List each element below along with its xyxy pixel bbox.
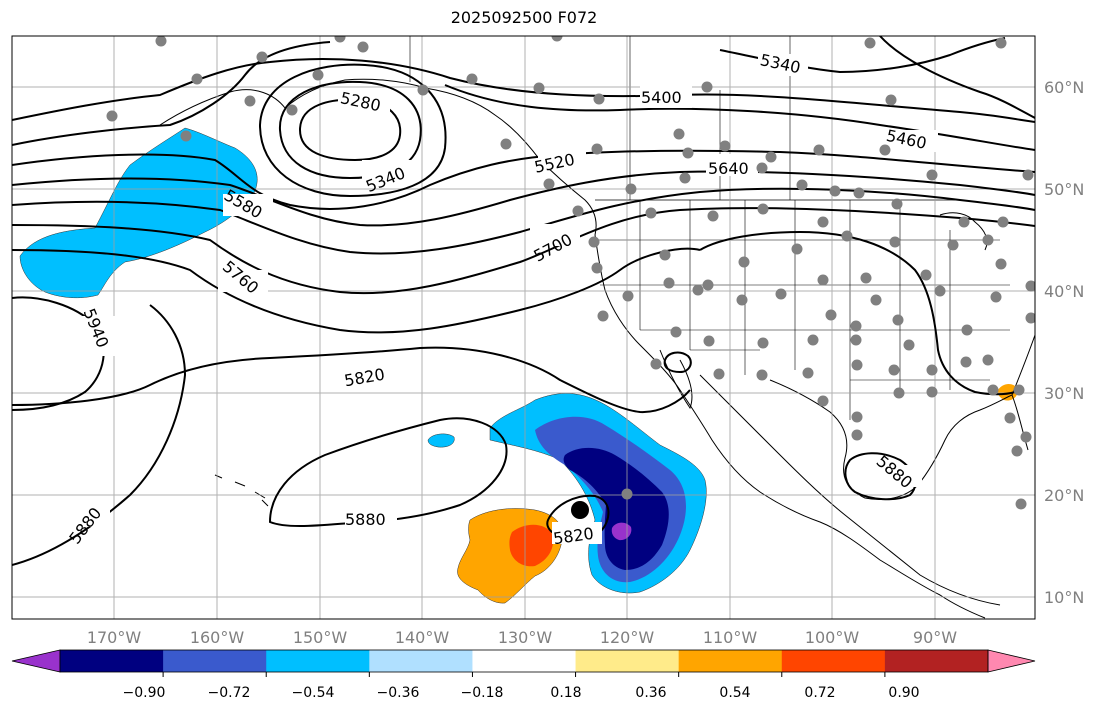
colorbar-bin bbox=[266, 650, 370, 672]
lat-tick-50n: 50°N bbox=[1044, 180, 1084, 199]
cyclone-center-marker bbox=[571, 501, 589, 519]
lat-tick-20n: 20°N bbox=[1044, 486, 1084, 505]
contour-5640 bbox=[12, 187, 1035, 255]
contour-label-5880-mid: 5880 bbox=[345, 510, 386, 529]
contour-label-group: 5280 5340 5340 5400 5460 5520 5580 5640 … bbox=[60, 50, 938, 548]
colorbar-segments bbox=[11, 649, 1036, 677]
colorbar-extend-high bbox=[987, 649, 1036, 673]
contour-5520 bbox=[12, 149, 1035, 210]
lat-tick-60n: 60°N bbox=[1044, 78, 1084, 97]
lat-tick-40n: 40°N bbox=[1044, 282, 1084, 301]
map-title: 2025092500 F072 bbox=[450, 8, 598, 27]
colorbar-bin bbox=[60, 650, 164, 672]
lon-tick-120w: 120°W bbox=[600, 628, 655, 647]
colorbar-bin bbox=[472, 650, 577, 672]
lon-tick-110w: 110°W bbox=[703, 628, 758, 647]
lon-tick-160w: 160°W bbox=[190, 628, 245, 647]
lon-tick-90w: 90°W bbox=[913, 628, 957, 647]
contour-5280-low bbox=[298, 98, 402, 162]
lat-tick-30n: 30°N bbox=[1044, 384, 1084, 403]
colorbar-label-054: 0.54 bbox=[719, 685, 750, 701]
lon-tick-170w: 170°W bbox=[87, 628, 142, 647]
colorbar-bin bbox=[163, 650, 267, 672]
colorbar-bin bbox=[369, 650, 473, 672]
contour-low-ring-2 bbox=[278, 80, 422, 180]
lon-tick-130w: 130°W bbox=[498, 628, 553, 647]
contour-low-ring-3 bbox=[258, 63, 447, 198]
colorbar-bin bbox=[884, 650, 989, 672]
contour-label-5640: 5640 bbox=[708, 159, 749, 178]
colorbar-label-neg090: −0.90 bbox=[123, 685, 166, 701]
contour-5580 bbox=[12, 170, 1035, 227]
colorbar-label-018: 0.18 bbox=[550, 685, 581, 701]
colorbar-label-072: 0.72 bbox=[804, 685, 835, 701]
lon-tick-100w: 100°W bbox=[805, 628, 860, 647]
contour-5880-west bbox=[12, 304, 187, 566]
anomaly-shading bbox=[19, 127, 1018, 604]
lon-tick-150w: 150°W bbox=[293, 628, 348, 647]
contour-5460 bbox=[12, 41, 1035, 151]
colorbar-label-neg072: −0.72 bbox=[208, 685, 251, 701]
negative-anomaly-core-purple bbox=[611, 522, 632, 541]
colorbar-label-neg018: −0.18 bbox=[461, 685, 504, 701]
lat-tick-10n: 10°N bbox=[1044, 588, 1084, 607]
contour-small-loop bbox=[663, 351, 692, 374]
station-dots bbox=[106, 36, 1035, 510]
colorbar-extend-low bbox=[11, 649, 61, 673]
colorbar: −0.90 −0.72 −0.54 −0.36 −0.18 0.18 0.36 … bbox=[11, 649, 1036, 701]
contour-5820-east bbox=[699, 230, 1016, 396]
contour-5700 bbox=[12, 207, 1035, 295]
positive-anomaly-core bbox=[509, 524, 554, 567]
contour-5400 bbox=[12, 57, 1035, 123]
colorbar-ticks: −0.90 −0.72 −0.54 −0.36 −0.18 0.18 0.36 … bbox=[123, 685, 920, 701]
colorbar-label-036: 0.36 bbox=[635, 685, 666, 701]
latitude-axis: 60°N 50°N 40°N 30°N 20°N 10°N bbox=[1044, 78, 1084, 607]
map-frame bbox=[11, 35, 1036, 620]
lon-tick-140w: 140°W bbox=[395, 628, 450, 647]
colorbar-bin bbox=[575, 650, 680, 672]
contour-5820 bbox=[12, 346, 691, 414]
colorbar-frame bbox=[59, 649, 989, 673]
longitude-axis: 170°W 160°W 150°W 140°W 130°W 120°W 110°… bbox=[87, 628, 957, 647]
negative-anomaly-region-hawaii bbox=[427, 433, 455, 448]
colorbar-bin bbox=[678, 650, 783, 672]
contour-5880-gulf bbox=[844, 452, 917, 501]
colorbar-bin bbox=[781, 650, 886, 672]
colorbar-label-neg054: −0.54 bbox=[292, 685, 335, 701]
colorbar-label-neg036: −0.36 bbox=[377, 685, 420, 701]
colorbar-label-090: 0.90 bbox=[888, 685, 919, 701]
contour-5760 bbox=[12, 247, 701, 334]
negative-anomaly-core-dark bbox=[563, 447, 669, 570]
contour-label-5400: 5400 bbox=[641, 88, 682, 107]
